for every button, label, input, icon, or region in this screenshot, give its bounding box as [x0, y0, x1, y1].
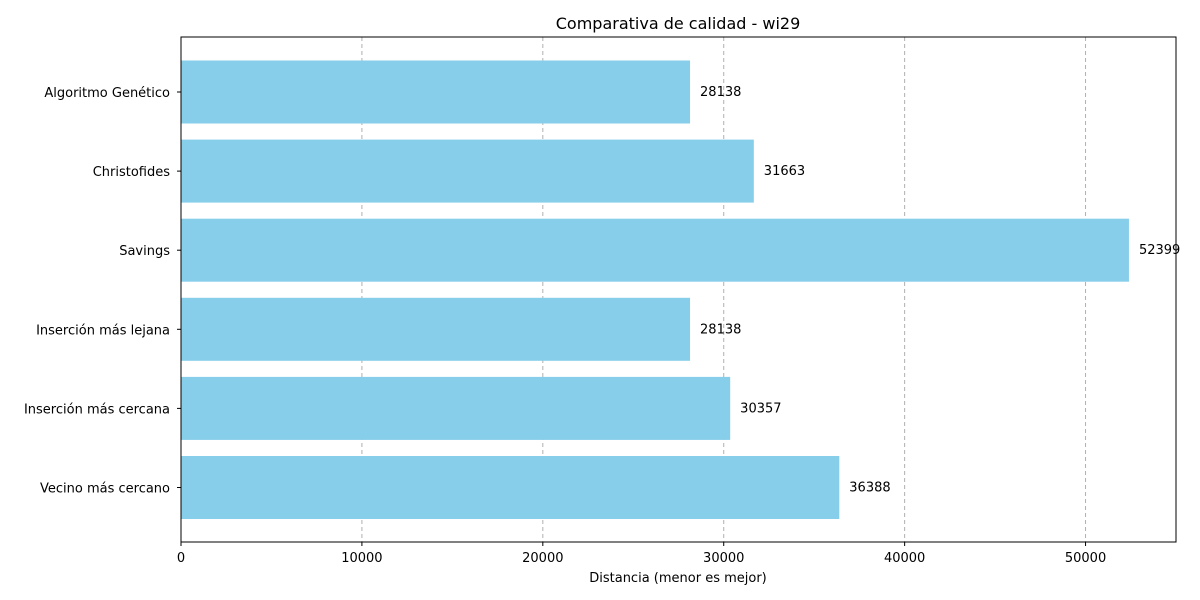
bar-value-label: 52399 — [1139, 243, 1180, 258]
bars — [181, 60, 1129, 519]
y-tick-label: Inserción más cercana — [24, 402, 170, 417]
bar-value-label: 28138 — [700, 322, 741, 337]
data-labels: 36388 30357 28138 52399 31663 28138 — [700, 85, 1180, 496]
bar — [181, 139, 754, 203]
bar — [181, 60, 691, 124]
bar — [181, 218, 1129, 282]
bar — [181, 376, 731, 440]
plot-frame — [180, 36, 1177, 543]
y-tick-label: Christofides — [93, 165, 171, 180]
x-tick-label: 40000 — [884, 551, 925, 566]
y-tick-label: Vecino más cercano — [40, 482, 170, 497]
x-axis-ticks: 0 10000 20000 30000 40000 50000 — [177, 542, 1106, 566]
bar — [181, 297, 691, 361]
bar-value-label: 31663 — [764, 164, 805, 179]
bar — [181, 456, 840, 519]
x-tick-label: 30000 — [703, 551, 744, 566]
x-tick-label: 10000 — [341, 551, 382, 566]
y-tick-label: Savings — [119, 244, 170, 259]
y-tick-label: Inserción más lejana — [36, 323, 170, 338]
x-tick-label: 0 — [177, 551, 185, 566]
x-axis-label: Distancia (menor es mejor) — [589, 571, 767, 586]
bar-value-label: 30357 — [740, 401, 781, 416]
x-tick-label: 50000 — [1065, 551, 1106, 566]
x-tick-label: 20000 — [522, 551, 563, 566]
y-tick-label: Algoritmo Genético — [44, 86, 170, 101]
y-axis-ticks: Vecino más cercano Inserción más cercana I… — [24, 86, 181, 497]
bar-value-label: 28138 — [700, 85, 741, 100]
bar-value-label: 36388 — [849, 481, 890, 496]
chart-title: Comparativa de calidad - wi29 — [556, 14, 801, 33]
